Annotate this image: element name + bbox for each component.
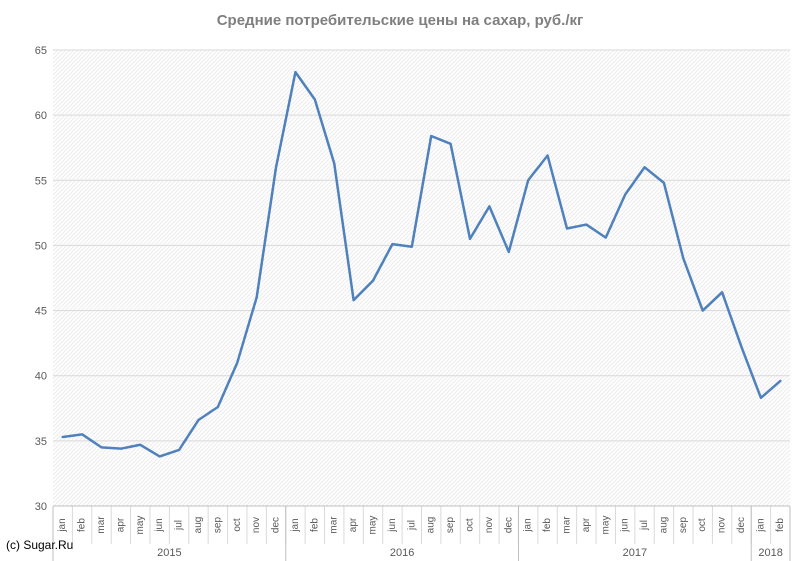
month-label: jul <box>406 520 417 531</box>
year-label: 2018 <box>758 547 782 559</box>
month-label: oct <box>232 518 243 532</box>
month-label: jan <box>57 518 68 532</box>
month-label: jun <box>387 518 398 532</box>
month-label: dec <box>736 517 747 533</box>
month-label: mar <box>329 516 340 534</box>
month-label: nov <box>251 517 262 533</box>
month-label: oct <box>464 518 475 532</box>
month-label: nov <box>484 517 495 533</box>
year-label: 2016 <box>390 547 414 559</box>
month-label: jan <box>290 518 301 532</box>
y-tick-label: 40 <box>35 371 47 383</box>
month-label: dec <box>503 517 514 533</box>
month-label: feb <box>542 518 553 532</box>
month-label: mar <box>561 516 572 534</box>
month-label: feb <box>775 518 786 532</box>
y-tick-label: 55 <box>35 175 47 187</box>
month-label: apr <box>115 517 126 532</box>
month-label: feb <box>309 518 320 532</box>
month-label: mar <box>96 516 107 534</box>
month-label: jun <box>620 518 631 532</box>
month-label: feb <box>77 518 88 532</box>
month-label: apr <box>348 517 359 532</box>
month-label: aug <box>426 517 437 534</box>
month-label: jul <box>639 520 650 531</box>
month-label: jan <box>755 518 766 532</box>
month-label: sep <box>678 517 689 534</box>
y-tick-label: 65 <box>35 45 47 57</box>
y-tick-label: 50 <box>35 240 47 252</box>
month-label: oct <box>697 518 708 532</box>
y-tick-label: 60 <box>35 110 47 122</box>
month-label: jul <box>174 520 185 531</box>
month-label: may <box>600 516 611 535</box>
month-label: jun <box>154 518 165 532</box>
chart-title: Средние потребительские цены на сахар, р… <box>217 12 584 29</box>
plot-area <box>53 50 790 506</box>
month-label: aug <box>658 517 669 534</box>
month-label: may <box>368 516 379 535</box>
month-label: sep <box>212 517 223 534</box>
month-label: apr <box>581 517 592 532</box>
month-label: dec <box>271 517 282 533</box>
month-label: aug <box>193 517 204 534</box>
month-label: may <box>135 516 146 535</box>
y-tick-label: 30 <box>35 501 47 513</box>
y-tick-label: 45 <box>35 306 47 318</box>
month-label: nov <box>717 517 728 533</box>
price-series-line <box>61 70 782 458</box>
year-label: 2017 <box>623 547 647 559</box>
month-label: jan <box>523 518 534 532</box>
y-tick-label: 35 <box>35 436 47 448</box>
month-label: sep <box>445 517 456 534</box>
year-label: 2015 <box>157 547 181 559</box>
credit-text: (c) Sugar.Ru <box>6 538 73 552</box>
